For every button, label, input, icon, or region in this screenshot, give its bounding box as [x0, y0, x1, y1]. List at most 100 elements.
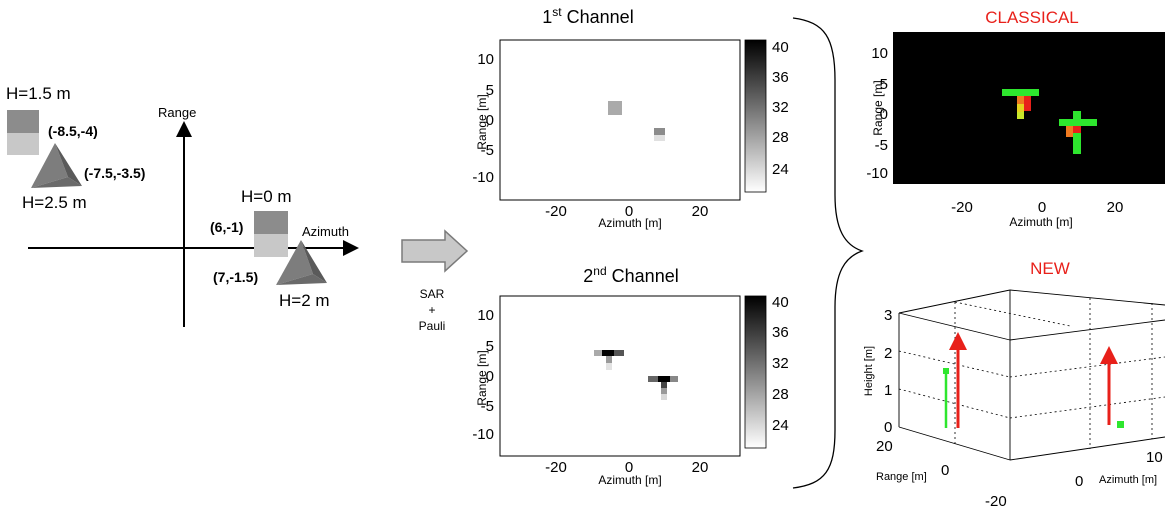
- classical-ytick-m5: -5: [875, 137, 888, 154]
- classical-mark-a-orange: [1017, 96, 1024, 104]
- channel-1-xticks: -20 0 20: [545, 203, 708, 220]
- new-azimuth-tick-0: 0: [1075, 473, 1083, 490]
- classical-mark-b-orange: [1066, 126, 1073, 137]
- channel-1-xlabel: Azimuth [m]: [598, 216, 661, 230]
- channel-2-cbar-tick-32: 32: [772, 355, 789, 372]
- new-title: NEW: [1030, 259, 1070, 278]
- channel-1-scatterer-b: [654, 128, 665, 135]
- classical-xlabel: Azimuth [m]: [1009, 215, 1072, 229]
- channel-2-scatterer-a-right: [614, 350, 624, 356]
- channel-2-ytick-m5: -5: [481, 398, 494, 415]
- channel-1-panel: 1st Channel 10 5 0 -5 -10 -20 0 20 Azimu…: [472, 5, 788, 230]
- channel-2-ytick-10: 10: [477, 307, 494, 324]
- channel-1-ytick-m5: -5: [481, 142, 494, 159]
- new-range-tick-m20: -20: [985, 493, 1007, 507]
- channel-1-yticks: 10 5 0 -5 -10: [472, 51, 494, 186]
- channel-2-scatterer-a-stem2: [606, 363, 612, 370]
- channel-2-xlabel: Azimuth [m]: [598, 473, 661, 487]
- channel-1-ytick-10: 10: [477, 51, 494, 68]
- target-1-height-label: H=1.5 m: [6, 84, 71, 103]
- trihedral-target-2-right: [55, 143, 82, 186]
- box-edge: [898, 312, 1011, 341]
- classical-mark-a-bar: [1002, 89, 1039, 96]
- grid-line: [898, 388, 1011, 419]
- trihedral-target-2-base: [31, 177, 82, 188]
- classical-yticks: 10 5 0 -5 -10: [866, 45, 888, 182]
- target-2-height-label: H=2.5 m: [22, 193, 87, 212]
- new-zticks: 3 2 1 0: [884, 307, 892, 436]
- new-ztick-2: 2: [884, 345, 892, 362]
- channel-1-ytick-m10: -10: [472, 169, 494, 186]
- channel-1-scatterer-a: [608, 101, 622, 115]
- channel-2-ylabel: Range [m]: [475, 350, 489, 405]
- channel-2-colorbar-ticks: 40 36 32 28 24: [772, 294, 789, 434]
- box-edge: [1009, 319, 1165, 341]
- classical-xtick-20: 20: [1107, 199, 1124, 216]
- scene-diagram: Range Azimuth H=1.5 m (-8.5,-4) (-7.5,-3…: [6, 84, 359, 327]
- new-zlabel: Height [m]: [863, 346, 875, 396]
- channel-2-yticks: 10 5 0 -5 -10: [472, 307, 494, 443]
- channel-1-cbar-tick-28: 28: [772, 129, 789, 146]
- target-4-coord-label: (7,-1.5): [213, 269, 258, 285]
- channel-2-scatterer-b-left: [648, 376, 658, 382]
- channel-2-scatterer-b-stem2: [661, 388, 667, 394]
- channel-2-scatterer-a-core: [602, 350, 614, 356]
- channel-1-xtick-0: 0: [625, 203, 633, 220]
- channel-1-colorbar: [744, 39, 767, 193]
- target-4-height-label: H=2 m: [279, 291, 330, 310]
- range-axis-label: Range: [158, 105, 196, 120]
- grid-line: [1009, 356, 1165, 378]
- grid-line: [954, 301, 1071, 327]
- channel-2-xtick-m20: -20: [545, 459, 567, 476]
- channel-2-plot-area: [499, 295, 741, 457]
- classical-ytick-m10: -10: [866, 165, 888, 182]
- plate-target-3-bottom: [254, 234, 288, 257]
- classical-mark-a-stem: [1017, 112, 1024, 119]
- target-1-coord-label: (-8.5,-4): [48, 123, 98, 139]
- classical-ytick-5: 5: [880, 76, 888, 93]
- classical-mark-b-red: [1073, 126, 1081, 133]
- channel-2-scatterer-b-core: [658, 376, 670, 382]
- box-grid: [898, 298, 1165, 449]
- target-3-height-label: H=0 m: [241, 187, 292, 206]
- new-range-tick-20: 20: [876, 438, 893, 455]
- classical-mark-b-top: [1073, 111, 1081, 119]
- new-range-label: Range [m]: [876, 471, 927, 483]
- process-label-pauli: Pauli: [419, 319, 446, 333]
- channel-2-ytick-5: 5: [486, 338, 494, 355]
- channel-2-cbar-tick-28: 28: [772, 386, 789, 403]
- channel-1-cbar-tick-36: 36: [772, 69, 789, 86]
- classical-title: CLASSICAL: [985, 8, 1079, 27]
- new-azimuth-label: Azimuth [m]: [1099, 474, 1157, 486]
- classical-panel: CLASSICAL 10 5 0 -5 -10 -20 0 20 Azimuth…: [866, 8, 1165, 229]
- classical-mark-a-yellow: [1017, 104, 1024, 112]
- process-label-plus: +: [428, 303, 435, 317]
- target-2-coord-label: (-7.5,-3.5): [84, 165, 145, 181]
- channel-1-cbar-tick-24: 24: [772, 161, 789, 178]
- channel-1-xtick-20: 20: [692, 203, 709, 220]
- new-azimuth-tick-10: 10: [1146, 449, 1163, 466]
- new-target-green-marker: [943, 368, 949, 374]
- channel-2-scatterer-b-stem3: [661, 394, 667, 400]
- channel-1-ytick-5: 5: [486, 82, 494, 99]
- trihedral-target-4-left: [276, 240, 313, 285]
- classical-mark-b-bar: [1059, 119, 1097, 126]
- channel-2-xtick-20: 20: [692, 459, 709, 476]
- grouping-brace: [792, 17, 864, 489]
- channel-2-title: 2nd Channel: [583, 264, 678, 286]
- channel-1-title: 1st Channel: [542, 5, 633, 27]
- grid-line: [898, 350, 1011, 378]
- channel-2-cbar-tick-40: 40: [772, 294, 789, 311]
- channel-2-xticks: -20 0 20: [545, 459, 708, 476]
- channel-2-ytick-m10: -10: [472, 426, 494, 443]
- process-arrow: SAR + Pauli: [401, 229, 469, 333]
- channel-2-scatterer-a-left: [594, 350, 602, 356]
- new-ztick-3: 3: [884, 307, 892, 324]
- trihedral-target-4-base: [276, 274, 327, 285]
- channel-2-colorbar: [744, 295, 767, 449]
- channel-1-ylabel: Range [m]: [475, 94, 489, 149]
- trihedral-target-4-right: [301, 240, 327, 283]
- channel-1-scatterer-b-tail: [654, 135, 665, 141]
- plate-target-1-bottom: [7, 133, 39, 155]
